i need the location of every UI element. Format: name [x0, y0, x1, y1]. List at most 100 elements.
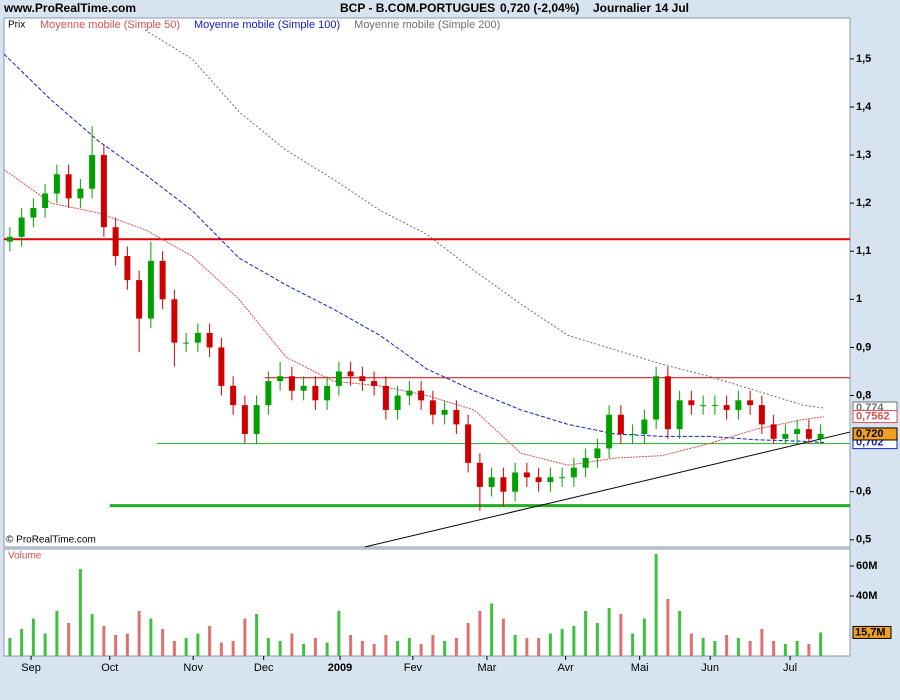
volume-bar [302, 643, 306, 656]
volume-bar [548, 633, 552, 656]
candle-body [124, 256, 131, 281]
candle-body [253, 405, 260, 434]
volume-bar [713, 640, 717, 656]
candle-body [547, 477, 554, 483]
candle-body [218, 347, 225, 386]
volume-bar [736, 637, 740, 656]
y-tick-label: 1 [856, 293, 862, 305]
price-label: Prix [8, 20, 25, 31]
candle-body [288, 376, 295, 391]
legend-entry: Moyenne mobile (Simple 200) [354, 19, 500, 31]
volume-bar [619, 613, 623, 656]
candle-body [65, 174, 72, 199]
candle-body [183, 342, 190, 344]
y-tick-label: 1,5 [856, 53, 871, 65]
candle-body [559, 477, 566, 479]
volume-bar [161, 628, 165, 656]
candle-body [523, 472, 530, 478]
candle-body [194, 332, 201, 343]
volume-bar [466, 622, 470, 656]
volume-bar [748, 640, 752, 656]
volume-bar [701, 637, 705, 656]
candle-body [347, 371, 354, 377]
x-tick-label: 2009 [328, 662, 352, 674]
volume-bar [255, 613, 259, 656]
quote: 0,720 (-2,04%) [500, 1, 579, 15]
volume-bar [114, 634, 118, 656]
volume-bar [454, 637, 458, 656]
candle-body [735, 400, 742, 410]
volume-bar [78, 568, 82, 656]
candle-body [418, 390, 425, 401]
volume-bar [431, 634, 435, 656]
volume-bar [725, 634, 729, 656]
volume-bar [607, 607, 611, 656]
candle-body [371, 381, 378, 386]
volume-bar [513, 634, 517, 656]
volume-bar [266, 637, 270, 656]
volume-bar [55, 610, 59, 656]
candle-body [535, 477, 542, 483]
candle-body [312, 385, 319, 401]
volume-bar [642, 618, 646, 656]
legend-entry: Moyenne mobile (Simple 50) [40, 19, 180, 31]
volume-bar [337, 610, 341, 656]
x-tick-label: Jul [783, 662, 797, 674]
volume-bar [384, 634, 388, 656]
moving-average [3, 53, 825, 444]
volume-bar [678, 610, 682, 656]
candle-body [359, 376, 366, 382]
price-label-box [852, 427, 898, 441]
candle-body [100, 155, 107, 228]
candle-body [42, 193, 49, 208]
y-tick-label: 0,5 [856, 534, 871, 546]
candle-body [512, 472, 519, 492]
candle-body [500, 477, 507, 492]
candle-body [277, 376, 284, 382]
candle-body [711, 405, 718, 407]
candle-body [30, 207, 37, 218]
price-label: 0,7562 [856, 410, 890, 422]
candle-body [570, 467, 577, 478]
candle-body [747, 400, 754, 406]
period: Journalier [593, 1, 651, 15]
volume-bar [819, 632, 823, 656]
volume-bar [666, 598, 670, 656]
volume-bar [560, 628, 564, 656]
volume-bar [31, 618, 35, 656]
candle-body [147, 260, 154, 319]
candle-body [723, 405, 730, 410]
candle-body [136, 280, 143, 319]
candle-body [664, 376, 671, 430]
candle-body [794, 429, 801, 434]
volume-bar [231, 640, 235, 656]
y-tick-label: 1,2 [856, 197, 871, 209]
volume-bar [208, 625, 212, 656]
y-tick-label: 0,8 [856, 389, 871, 401]
x-tick-label: Dec [254, 662, 274, 674]
instrument: BCP - B.COM.PORTUGUES [340, 1, 495, 15]
candle-body [582, 458, 589, 468]
volume-bar [67, 622, 71, 656]
watermark: © ProRealTime.com [6, 535, 96, 546]
volume-bar [807, 643, 811, 656]
candle-body [465, 424, 472, 463]
candle-body [265, 381, 272, 406]
volume-bar [20, 628, 24, 656]
volume-bar [125, 633, 129, 656]
volume-bar [443, 640, 447, 656]
volume-label-box [852, 625, 892, 639]
candle-body [159, 260, 166, 300]
volume-bar [490, 603, 494, 656]
volume-bar [102, 625, 106, 656]
volume-label: Volume [8, 551, 42, 562]
volume-bar [90, 613, 94, 656]
x-tick-label: Oct [101, 662, 118, 674]
trend-line [364, 431, 851, 548]
y-tick-label: 1,4 [856, 101, 872, 113]
candle-body [805, 429, 812, 439]
candle-body [629, 433, 636, 435]
price-label: 0,720 [856, 428, 884, 440]
x-tick-label: Jun [701, 662, 719, 674]
volume-bar [360, 640, 364, 656]
